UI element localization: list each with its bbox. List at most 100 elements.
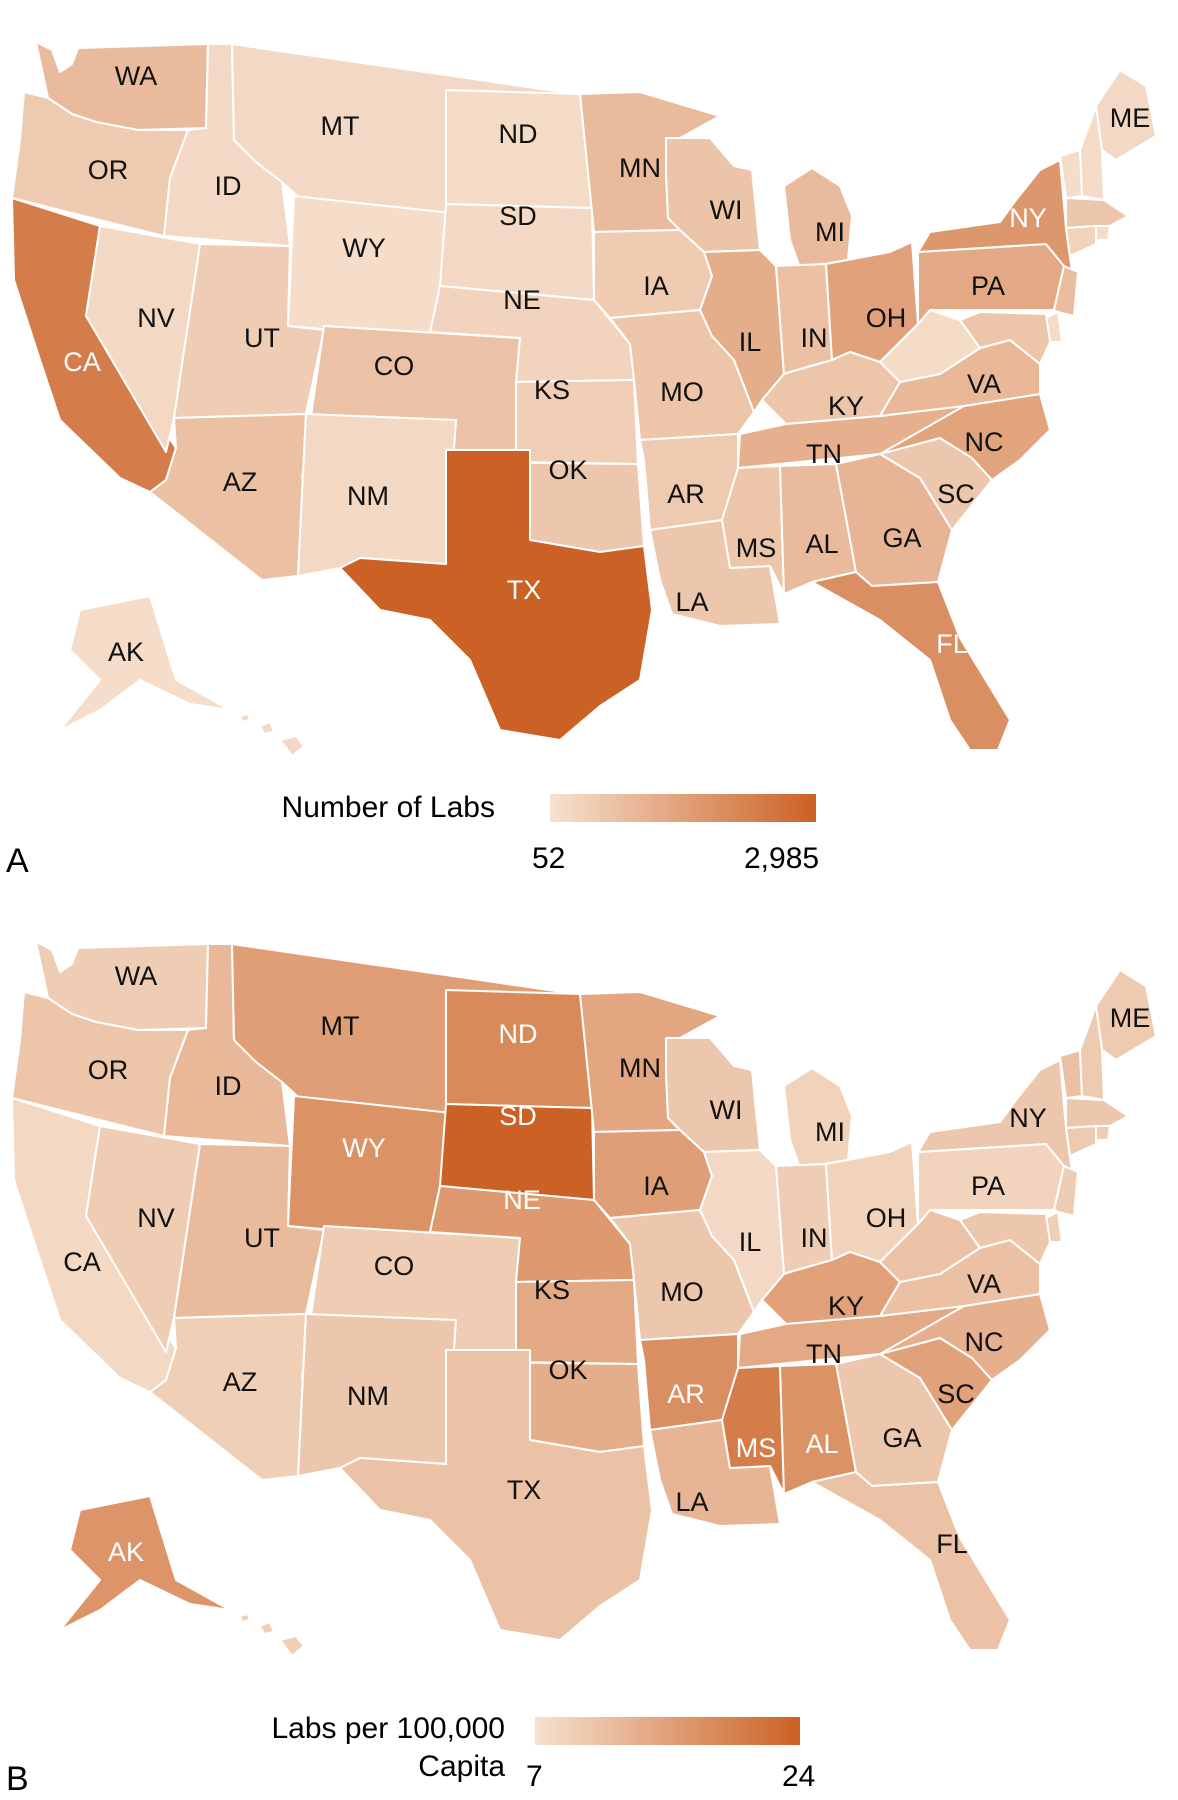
legend-max-a: 2,985	[744, 842, 820, 875]
state-label-al: AL	[805, 529, 838, 559]
state-label-me: ME	[1110, 1003, 1151, 1033]
state-label-pa: PA	[971, 1171, 1005, 1201]
state-ct	[1065, 225, 1097, 257]
state-label-nv: NV	[137, 1203, 175, 1233]
state-label-ca: CA	[63, 1247, 101, 1277]
legend-min-a: 52	[532, 842, 566, 875]
state-label-ms: MS	[736, 533, 777, 563]
state-label-nc: NC	[965, 1327, 1004, 1357]
state-fl	[811, 1471, 1011, 1651]
panel-letter-a: A	[6, 842, 29, 880]
state-label-sc: SC	[937, 1379, 975, 1409]
state-ct	[1065, 1125, 1097, 1157]
state-label-tn: TN	[806, 1339, 842, 1369]
state-label-mo: MO	[660, 377, 704, 407]
state-label-ut: UT	[244, 1223, 280, 1253]
state-mi	[783, 1067, 853, 1169]
state-label-oh: OH	[866, 303, 907, 333]
state-label-ia: IA	[643, 1171, 669, 1201]
state-label-ne: NE	[503, 285, 541, 315]
state-label-ne: NE	[503, 1185, 541, 1215]
state-label-wi: WI	[710, 1095, 743, 1125]
legend-gradient-bar-a	[550, 794, 816, 822]
state-label-nm: NM	[347, 481, 389, 511]
state-label-tn: TN	[806, 439, 842, 469]
state-label-il: IL	[739, 1227, 762, 1257]
state-ri	[1095, 1125, 1111, 1141]
state-label-sc: SC	[937, 479, 975, 509]
state-nh	[1079, 105, 1105, 201]
state-il	[699, 249, 785, 413]
state-hi	[239, 713, 305, 757]
state-nv	[85, 1125, 201, 1353]
state-label-al: AL	[805, 1429, 838, 1459]
state-label-tx: TX	[507, 575, 542, 605]
state-ma	[1065, 1097, 1129, 1129]
state-label-wy: WY	[342, 1133, 386, 1163]
state-label-co: CO	[374, 351, 415, 381]
state-label-ak: AK	[108, 637, 144, 667]
panel-b: WA OR CA NV ID MT WY UT AZ CO NM ND SD NE KS OK TX MN IA MO…	[0, 900, 1178, 1800]
state-fl	[811, 571, 1011, 751]
state-label-ks: KS	[534, 375, 570, 405]
state-label-az: AZ	[223, 467, 258, 497]
map-b: WA OR CA NV ID MT WY UT AZ CO NM ND SD NE KS OK TX MN IA MO…	[11, 941, 1157, 1657]
state-label-id: ID	[215, 1071, 242, 1101]
state-label-ok: OK	[548, 455, 587, 485]
state-nj	[1053, 265, 1079, 317]
state-label-ut: UT	[244, 323, 280, 353]
state-ak	[59, 1495, 231, 1631]
state-label-ga: GA	[882, 1423, 921, 1453]
state-label-ia: IA	[643, 271, 669, 301]
state-label-mi: MI	[815, 217, 845, 247]
state-label-mn: MN	[619, 1053, 661, 1083]
state-label-fl: FL	[936, 1529, 968, 1559]
state-label-me: ME	[1110, 103, 1151, 133]
state-hi	[239, 1613, 305, 1657]
state-tx	[339, 449, 653, 741]
panel-a: WA OR CA NV ID MT WY UT AZ CO NM ND SD NE KS OK TX MN IA MO…	[6, 41, 1157, 880]
state-label-fl: FL	[936, 629, 968, 659]
state-label-sd: SD	[499, 201, 537, 231]
state-in	[775, 1163, 833, 1275]
state-label-ar: AR	[667, 479, 705, 509]
state-label-la: LA	[675, 587, 708, 617]
state-label-mt: MT	[321, 1011, 360, 1041]
state-tx	[339, 1349, 653, 1641]
state-label-az: AZ	[223, 1367, 258, 1397]
state-label-ca: CA	[63, 347, 101, 377]
state-label-il: IL	[739, 327, 762, 357]
state-label-nc: NC	[965, 427, 1004, 457]
state-label-va: VA	[967, 369, 1001, 399]
state-mi	[783, 167, 853, 269]
state-label-mt: MT	[321, 111, 360, 141]
state-md	[959, 311, 1051, 365]
state-nh	[1079, 1005, 1105, 1101]
legend-title-a: Number of Labs	[281, 791, 495, 824]
state-label-ny: NY	[1009, 1103, 1047, 1133]
state-label-ms: MS	[736, 1433, 777, 1463]
legend-max-b: 24	[782, 1760, 816, 1793]
state-label-wy: WY	[342, 233, 386, 263]
state-label-tx: TX	[507, 1475, 542, 1505]
state-label-nd: ND	[499, 119, 538, 149]
state-label-ak: AK	[108, 1537, 144, 1567]
legend-title-b: Labs per 100,000 Capita	[271, 1712, 505, 1783]
state-label-id: ID	[215, 171, 242, 201]
state-ri	[1095, 225, 1111, 241]
state-label-co: CO	[374, 1251, 415, 1281]
state-label-ok: OK	[548, 1355, 587, 1385]
state-label-ny: NY	[1009, 203, 1047, 233]
state-label-la: LA	[675, 1487, 708, 1517]
state-label-nm: NM	[347, 1381, 389, 1411]
panel-letter-b: B	[6, 1760, 29, 1798]
state-label-wa: WA	[115, 961, 158, 991]
state-nv	[85, 225, 201, 453]
state-label-wi: WI	[710, 195, 743, 225]
state-in	[775, 263, 833, 375]
state-label-or: OR	[88, 155, 129, 185]
state-label-ky: KY	[828, 1291, 864, 1321]
state-label-ks: KS	[534, 1275, 570, 1305]
state-nj	[1053, 1165, 1079, 1217]
state-md	[959, 1211, 1051, 1265]
